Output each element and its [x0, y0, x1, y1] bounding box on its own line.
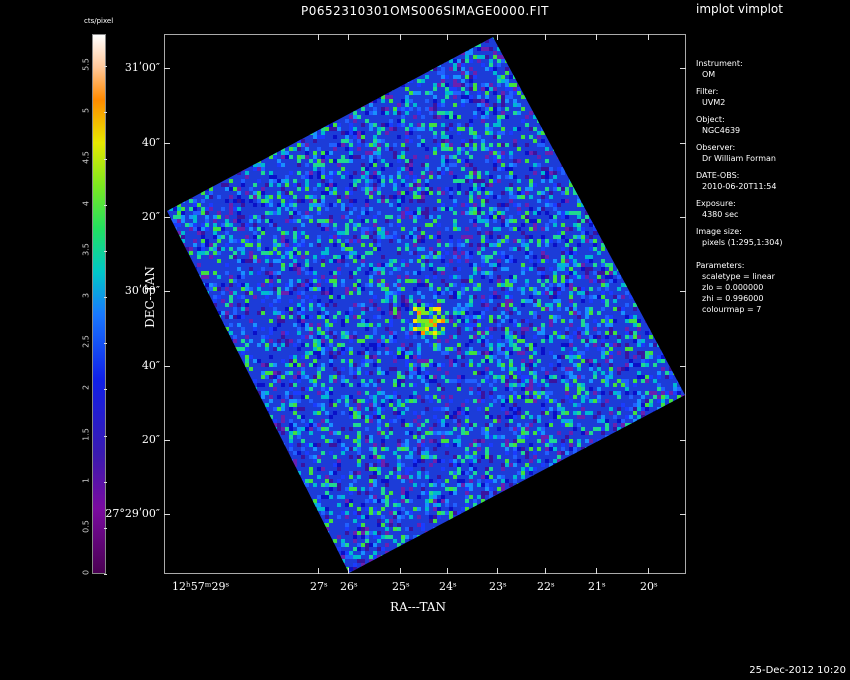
x-tick [648, 34, 649, 40]
colorbar-tick [104, 343, 107, 345]
meta-value: 4380 sec [702, 210, 739, 219]
x-tick [545, 34, 546, 40]
x-tick [497, 34, 498, 40]
param-value: zlo = 0.000000 [702, 283, 764, 292]
colorbar-tick [104, 66, 107, 68]
y-tick [164, 366, 170, 367]
params-title: Parameters: [696, 261, 745, 270]
x-tick-label: 26ˢ [340, 580, 358, 593]
x-tick [648, 568, 649, 574]
colorbar-tick-label: 0.5 [81, 519, 91, 533]
colorbar-tick [104, 389, 107, 391]
meta-key: Filter: [696, 87, 719, 96]
x-tick-label: 25ˢ [392, 580, 410, 593]
y-tick [164, 440, 170, 441]
x-tick-label: 20ˢ [640, 580, 658, 593]
colorbar-tick [104, 574, 107, 575]
y-tick [680, 440, 686, 441]
colorbar-tick [104, 527, 107, 529]
meta-key: Instrument: [696, 59, 743, 68]
timestamp: 25-Dec-2012 10:20 [749, 665, 846, 676]
y-tick-label: 40″ [141, 136, 160, 149]
colorbar-tick-label: 3.5 [81, 243, 91, 256]
y-tick [680, 143, 686, 144]
colorbar-label: cts/pixel [84, 17, 114, 25]
colorbar-tick [104, 112, 107, 114]
y-tick-label: 27°29ʹ00″ [105, 507, 160, 520]
y-tick [164, 143, 170, 144]
x-tick [596, 34, 597, 40]
param-value: scaletype = linear [702, 272, 775, 281]
colorbar [92, 34, 106, 574]
meta-key: Object: [696, 115, 725, 124]
meta-value: pixels (1:295,1:304) [702, 238, 783, 247]
meta-value: NGC4639 [702, 126, 741, 135]
colorbar-tick-label: 2 [81, 385, 91, 391]
y-tick [680, 68, 686, 69]
x-axis-label: RA---TAN [390, 600, 446, 614]
y-tick [164, 68, 170, 69]
x-tick-label: 22ˢ [537, 580, 555, 593]
tool-name: implot vimplot [696, 2, 783, 16]
colorbar-tick-label: 0 [81, 569, 91, 576]
colorbar-tick [104, 481, 107, 483]
meta-key: Observer: [696, 143, 736, 152]
colorbar-tick-label: 1.5 [81, 427, 91, 441]
x-tick-label: 12ʰ57ᵐ29ˢ [172, 580, 230, 593]
colorbar-tick-label: 5 [81, 108, 91, 114]
x-tick [447, 34, 448, 40]
x-tick-label: 27ˢ [310, 580, 328, 593]
colorbar-tick [104, 204, 107, 206]
colorbar-tick-label: 4.5 [81, 150, 91, 164]
meta-key: DATE-OBS: [696, 171, 740, 180]
x-tick-label: 24ˢ [439, 580, 457, 593]
y-tick [680, 291, 686, 292]
meta-value: UVM2 [702, 98, 726, 107]
x-tick [348, 568, 349, 574]
x-tick [596, 568, 597, 574]
sky-image [167, 37, 685, 573]
meta-value: 2010-06-20T11:54 [702, 182, 777, 191]
x-tick [400, 34, 401, 40]
y-axis-label: DEC--TAN [143, 266, 157, 328]
colorbar-tick-label: 2.5 [81, 335, 91, 349]
x-tick [318, 34, 319, 40]
y-tick [164, 217, 170, 218]
colorbar-tick-label: 1 [81, 477, 91, 483]
colorbar-tick [104, 435, 107, 437]
image-plot[interactable] [164, 34, 686, 574]
x-tick [348, 34, 349, 40]
x-tick [447, 568, 448, 574]
y-tick [164, 291, 170, 292]
plot-title: P0652310301OMS006SIMAGE0000.FIT [301, 4, 549, 18]
colorbar-tick-label: 5.5 [81, 58, 91, 72]
y-tick [680, 217, 686, 218]
x-tick [318, 568, 319, 574]
colorbar-tick [104, 158, 107, 160]
param-value: colourmap = 7 [702, 305, 762, 314]
x-tick [545, 568, 546, 574]
meta-value: OM [702, 70, 716, 79]
y-tick [680, 514, 686, 515]
colorbar-tick [104, 250, 107, 252]
meta-key: Exposure: [696, 199, 736, 208]
colorbar-tick-label: 3 [81, 293, 91, 299]
y-tick [680, 366, 686, 367]
y-tick-label: 30ʹ00″ [124, 284, 160, 297]
y-tick-label: 40″ [141, 359, 160, 372]
y-tick-label: 20″ [141, 433, 160, 446]
x-tick-label: 23ˢ [489, 580, 507, 593]
colorbar-tick [104, 297, 107, 299]
colorbar-tick-label: 4 [81, 200, 91, 206]
meta-key: Image size: [696, 227, 742, 236]
x-tick-label: 21ˢ [588, 580, 606, 593]
y-tick-label: 20″ [141, 210, 160, 223]
meta-value: Dr William Forman [702, 154, 776, 163]
y-tick [164, 514, 170, 515]
y-tick-label: 31ʹ00″ [124, 61, 160, 74]
metadata-panel: Instrument: OM Filter: UVM2 Object: NGC4639 Ob… [696, 58, 783, 315]
x-tick [400, 568, 401, 574]
param-value: zhi = 0.996000 [702, 294, 764, 303]
x-tick [497, 568, 498, 574]
